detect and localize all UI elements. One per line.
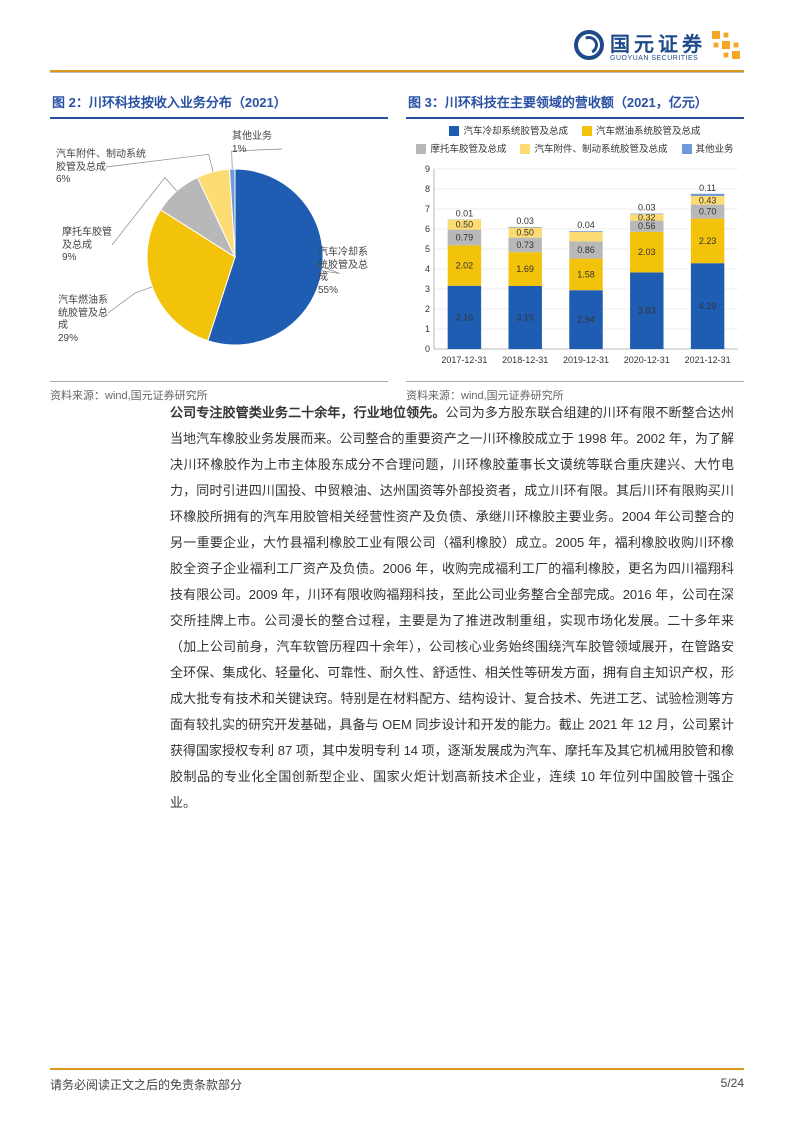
chart3-column: 图 3：川环科技在主要领域的营收额（2021，亿元） 汽车冷却系统胶管及总成汽车… bbox=[406, 92, 744, 403]
svg-text:2017-12-31: 2017-12-31 bbox=[441, 355, 487, 365]
legend-item: 汽车冷却系统胶管及总成 bbox=[449, 123, 568, 137]
svg-text:2021-12-31: 2021-12-31 bbox=[685, 355, 731, 365]
svg-text:0.79: 0.79 bbox=[456, 233, 474, 243]
svg-text:9: 9 bbox=[425, 164, 430, 174]
svg-text:1.58: 1.58 bbox=[577, 269, 595, 279]
svg-text:0.03: 0.03 bbox=[638, 203, 656, 213]
svg-text:1.69: 1.69 bbox=[516, 264, 534, 274]
pie-slice-label: 汽车燃油系 统胶管及总 成 29% bbox=[58, 295, 108, 345]
svg-text:7: 7 bbox=[425, 204, 430, 214]
brand-logo-icon bbox=[574, 30, 604, 60]
svg-text:3.15: 3.15 bbox=[516, 313, 534, 323]
footer-page: 5/24 bbox=[721, 1076, 744, 1093]
svg-text:4.29: 4.29 bbox=[699, 301, 717, 311]
pie-slice-label: 其他业务 1% bbox=[232, 131, 272, 156]
svg-text:0.01: 0.01 bbox=[456, 208, 474, 218]
chart2-pie: 汽车冷却系 统胶管及总 成 55% 汽车燃油系 统胶管及总 成 29% 摩托车胶管 … bbox=[50, 119, 388, 379]
svg-text:0.70: 0.70 bbox=[699, 207, 717, 217]
svg-text:6: 6 bbox=[425, 224, 430, 234]
svg-text:2.03: 2.03 bbox=[638, 247, 656, 257]
brand-text: 国元证券 GUOYUAN SECURITIES bbox=[610, 28, 706, 62]
svg-text:0.73: 0.73 bbox=[516, 240, 534, 250]
svg-text:0.11: 0.11 bbox=[699, 183, 716, 193]
svg-text:0.56: 0.56 bbox=[638, 221, 656, 231]
svg-text:0.50: 0.50 bbox=[456, 220, 474, 230]
legend-item: 汽车附件、制动系统胶管及总成 bbox=[520, 141, 667, 155]
svg-text:2020-12-31: 2020-12-31 bbox=[624, 355, 670, 365]
brand-header: 国元证券 GUOYUAN SECURITIES bbox=[574, 28, 744, 62]
page-footer: 请务必阅读正文之后的免责条款部分 5/24 bbox=[50, 1068, 744, 1093]
chart2-title: 图 2：川环科技按收入业务分布（2021） bbox=[50, 92, 388, 119]
svg-text:1: 1 bbox=[425, 324, 430, 334]
pie-slice-label: 汽车附件、制动系统 胶管及总成 6% bbox=[56, 149, 146, 187]
svg-text:8: 8 bbox=[425, 184, 430, 194]
svg-text:2019-12-31: 2019-12-31 bbox=[563, 355, 609, 365]
svg-text:4: 4 bbox=[425, 264, 430, 274]
brand-deco-icon bbox=[712, 29, 744, 61]
body-text: 公司为多方股东联合组建的川环有限不断整合达州当地汽车橡胶业务发展而来。公司整合的… bbox=[170, 405, 734, 810]
body-lead: 公司专注胶管类业务二十余年，行业地位领先。 bbox=[170, 405, 446, 420]
chart3-bar: 汽车冷却系统胶管及总成汽车燃油系统胶管及总成摩托车胶管及总成汽车附件、制动系统胶… bbox=[406, 119, 744, 379]
svg-text:3.83: 3.83 bbox=[638, 306, 656, 316]
brand-name: 国元证券 bbox=[610, 28, 706, 57]
body-paragraph: 公司专注胶管类业务二十余年，行业地位领先。公司为多方股东联合组建的川环有限不断整… bbox=[170, 400, 734, 816]
chart3-legend: 汽车冷却系统胶管及总成汽车燃油系统胶管及总成摩托车胶管及总成汽车附件、制动系统胶… bbox=[406, 119, 744, 157]
svg-text:2018-12-31: 2018-12-31 bbox=[502, 355, 548, 365]
svg-text:3: 3 bbox=[425, 284, 430, 294]
brand-subtitle: GUOYUAN SECURITIES bbox=[610, 55, 706, 62]
svg-text:2: 2 bbox=[425, 304, 430, 314]
chart2-column: 图 2：川环科技按收入业务分布（2021） 汽车冷却系 统胶管及总 成 55%汽… bbox=[50, 92, 388, 403]
legend-item: 摩托车胶管及总成 bbox=[416, 141, 506, 155]
legend-item: 其他业务 bbox=[682, 141, 734, 155]
pie-slice-label: 汽车冷却系 统胶管及总 成 55% bbox=[318, 247, 368, 297]
pie-slice-label: 摩托车胶管 及总成 9% bbox=[62, 227, 112, 265]
svg-text:0.50: 0.50 bbox=[516, 228, 534, 238]
legend-item: 汽车燃油系统胶管及总成 bbox=[582, 123, 701, 137]
svg-text:0.86: 0.86 bbox=[577, 245, 595, 255]
svg-text:2.02: 2.02 bbox=[456, 261, 474, 271]
svg-text:5: 5 bbox=[425, 244, 430, 254]
header-rule-sub bbox=[50, 72, 744, 73]
svg-text:0.03: 0.03 bbox=[516, 216, 534, 226]
svg-text:2.94: 2.94 bbox=[577, 315, 595, 325]
svg-text:0.04: 0.04 bbox=[577, 220, 595, 230]
svg-text:2.23: 2.23 bbox=[699, 236, 717, 246]
footer-disclaimer: 请务必阅读正文之后的免责条款部分 bbox=[50, 1076, 242, 1093]
chart3-title: 图 3：川环科技在主要领域的营收额（2021，亿元） bbox=[406, 92, 744, 119]
svg-text:3.16: 3.16 bbox=[456, 312, 474, 322]
charts-row: 图 2：川环科技按收入业务分布（2021） 汽车冷却系 统胶管及总 成 55%汽… bbox=[50, 92, 744, 403]
svg-text:0.43: 0.43 bbox=[699, 195, 717, 205]
svg-text:0: 0 bbox=[425, 344, 430, 354]
